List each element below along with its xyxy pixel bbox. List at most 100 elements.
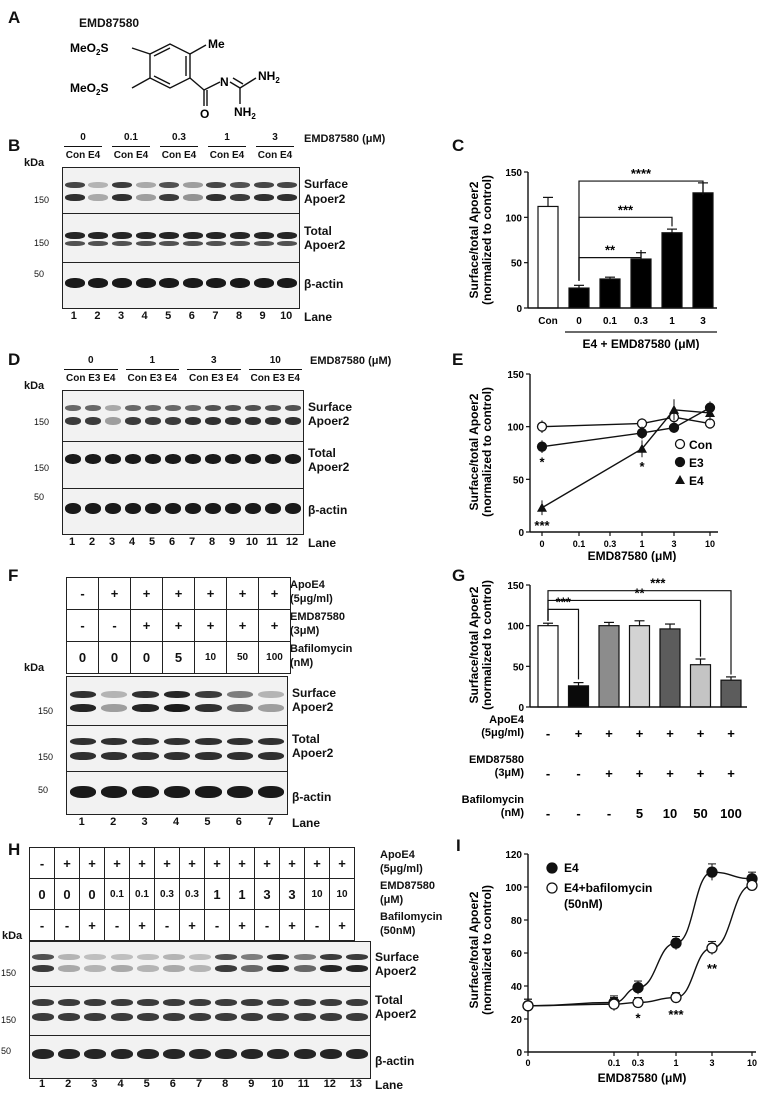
protein-band — [258, 738, 285, 745]
bar — [692, 192, 714, 309]
condition-cell: 5 — [636, 806, 643, 821]
protein-band — [162, 965, 185, 972]
blot-label: β-actin — [292, 790, 332, 804]
protein-band — [258, 691, 285, 698]
protein-band — [124, 503, 142, 514]
protein-band — [253, 182, 274, 188]
x-tick-label: 3 — [671, 539, 676, 549]
protein-band — [104, 454, 122, 464]
condition-cell: - — [29, 847, 55, 879]
protein-band — [124, 454, 142, 464]
data-point-E4-bafilomycin — [632, 996, 644, 1009]
significance-label: *** — [534, 518, 550, 533]
protein-band — [267, 1049, 290, 1059]
x-tick-label: 0 — [539, 539, 544, 549]
protein-band — [110, 999, 133, 1006]
panel_H-grid-table: - + + + + + + + + + + + +0 0 0 0.1 0.1 0.3 0.3 1 1 3 3 10 10- - + -… — [29, 847, 355, 941]
condition-cell: + — [154, 847, 180, 879]
lane-number: 1 — [68, 536, 76, 548]
data-point-E3 — [668, 422, 680, 433]
e-y-tick-label: 100 — [507, 423, 524, 434]
series-line-E4+bafilomycin — [527, 884, 753, 1007]
protein-band — [284, 405, 302, 411]
condition-cell: 0 — [66, 641, 99, 674]
protein-band — [132, 752, 159, 760]
lane-number: 8 — [235, 310, 243, 322]
protein-band — [345, 954, 368, 960]
protein-band — [182, 182, 203, 188]
protein-band — [244, 503, 262, 514]
protein-band — [204, 417, 222, 425]
c-y-tick-label: 100 — [505, 213, 522, 224]
protein-band — [163, 691, 191, 698]
panel_H-blot-2 — [29, 1035, 371, 1079]
protein-band — [100, 704, 128, 712]
protein-band — [277, 232, 298, 239]
significance-label: *** — [556, 594, 572, 609]
protein-band — [267, 954, 290, 960]
protein-band — [124, 405, 142, 411]
blot-label: Apoer2 — [375, 1007, 417, 1021]
protein-band — [58, 1013, 81, 1021]
panel_B-blot-0 — [62, 167, 300, 214]
protein-band — [206, 241, 227, 246]
condition-cell: 5 — [162, 641, 195, 674]
condition-cell: 0.1 — [129, 878, 155, 910]
condition-cell: + — [697, 766, 705, 781]
lane-number: 2 — [94, 310, 101, 322]
condition-cell: - — [98, 609, 131, 642]
condition-cell: - — [254, 909, 280, 941]
data-point-E3 — [536, 441, 548, 452]
c-x-label: E4 + EMD87580 (μM) — [582, 337, 699, 350]
protein-band — [189, 954, 211, 960]
lane-group-label: Con E4 — [209, 150, 245, 161]
significance-bracket — [578, 216, 673, 281]
bar — [720, 679, 742, 708]
condition-cell: + — [636, 726, 644, 741]
lane-word: Lane — [304, 310, 333, 324]
protein-band — [136, 1013, 159, 1021]
data-point-E4-bafilomycin — [706, 942, 718, 954]
x-tick-label: 0 — [525, 1058, 530, 1068]
x-tick-label: 3 — [700, 316, 706, 327]
significance-label: *** — [618, 202, 634, 217]
protein-band — [184, 454, 202, 464]
protein-band — [112, 241, 132, 246]
protein-band — [182, 194, 203, 201]
protein-band — [32, 965, 55, 972]
legend-label: E4 — [564, 861, 579, 875]
condition-cell: + — [226, 577, 259, 610]
e-x-label: EMD87580 (μM) — [588, 549, 677, 562]
blot-label: Apoer2 — [292, 700, 334, 714]
legend-marker — [546, 882, 558, 894]
panel-letter-i: I — [456, 836, 461, 855]
lane-number: 6 — [235, 816, 242, 828]
series-line-Con — [541, 416, 711, 428]
blot-label: Total — [304, 224, 332, 238]
protein-band — [100, 738, 128, 745]
i-y-label-2: (normalized to control) — [480, 885, 494, 1015]
dose-value: 0 — [87, 355, 94, 366]
protein-band — [124, 417, 142, 425]
lane-number: 11 — [297, 1078, 310, 1090]
protein-band — [267, 965, 290, 972]
lane-number: 1 — [78, 816, 85, 828]
protein-band — [163, 704, 191, 712]
lane-number: 3 — [141, 816, 148, 828]
blot-label: Surface — [308, 400, 353, 414]
bar — [537, 625, 559, 708]
data-point-E3 — [636, 427, 648, 439]
lane-group-label: Con E3 E4 — [127, 373, 177, 384]
condition-cell: - — [29, 909, 55, 941]
protein-band — [215, 965, 238, 972]
lane-number: 12 — [323, 1078, 336, 1090]
protein-band — [144, 417, 162, 425]
condition-cell: + — [329, 847, 355, 879]
condition-label-unit: (3μM) — [290, 625, 320, 637]
protein-band — [84, 1049, 107, 1059]
condition-cell: - — [66, 609, 99, 642]
significance-label: **** — [631, 166, 652, 181]
panel-letter-h: H — [8, 840, 21, 859]
mw-marker: 50 — [34, 492, 45, 502]
protein-band — [159, 182, 180, 188]
